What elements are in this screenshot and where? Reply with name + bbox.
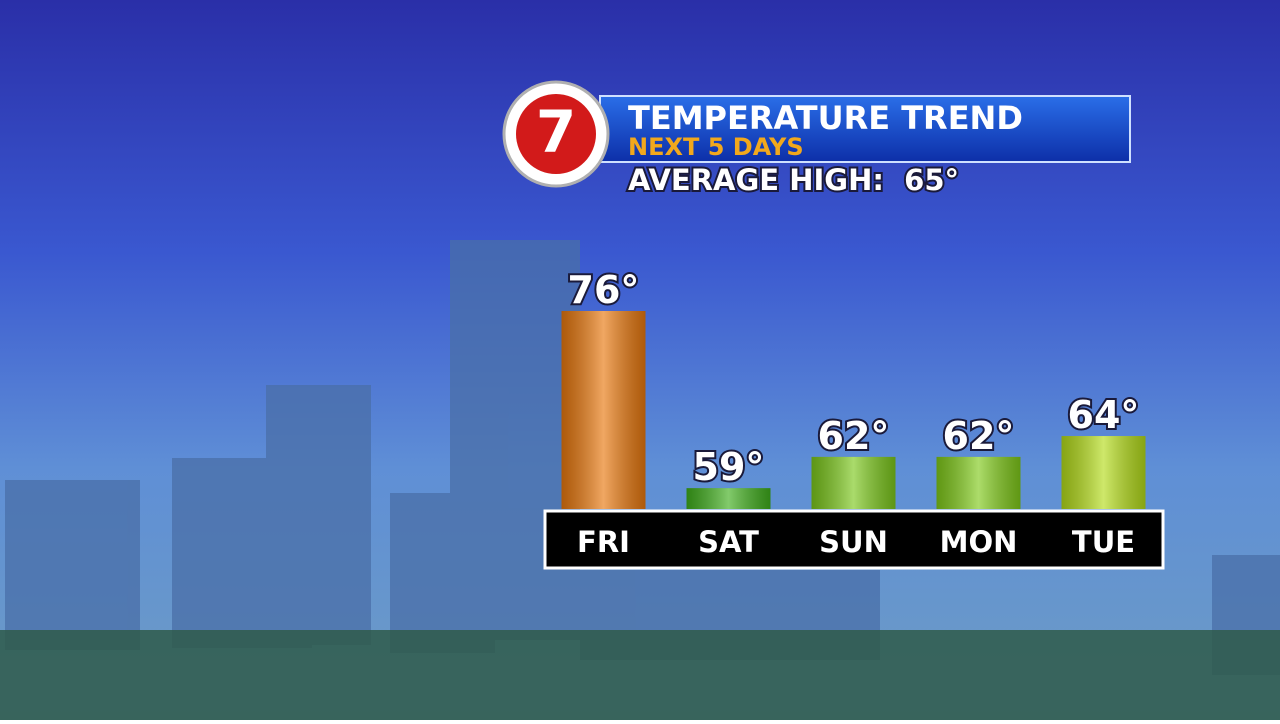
value-label: 62° (943, 414, 1015, 458)
x-tick-label: SUN (819, 525, 888, 559)
title-banner (599, 95, 1131, 163)
chart-title: TEMPERATURE TREND (628, 99, 1023, 137)
value-label: 64° (1068, 393, 1140, 437)
annotation: AVERAGE HIGH: 65° (628, 163, 959, 197)
logo: 7 (536, 98, 576, 166)
bar-shine (561, 311, 646, 509)
value-label: 62° (818, 414, 890, 458)
x-tick-label: FRI (577, 525, 630, 559)
category-strip (543, 509, 1165, 570)
bar-shine (936, 456, 1021, 509)
bar-shine (686, 488, 771, 509)
trees (0, 630, 1280, 720)
value-label: 76° (568, 268, 640, 312)
value-label: 59° (693, 445, 765, 489)
bar-shine (1061, 436, 1146, 509)
x-tick-label: SAT (698, 525, 759, 559)
bar-shine (811, 456, 896, 509)
chart-subtitle: NEXT 5 DAYS (628, 133, 804, 161)
logo-disc (516, 94, 596, 174)
x-tick-label: TUE (1072, 525, 1135, 559)
x-tick-label: MON (940, 525, 1018, 559)
